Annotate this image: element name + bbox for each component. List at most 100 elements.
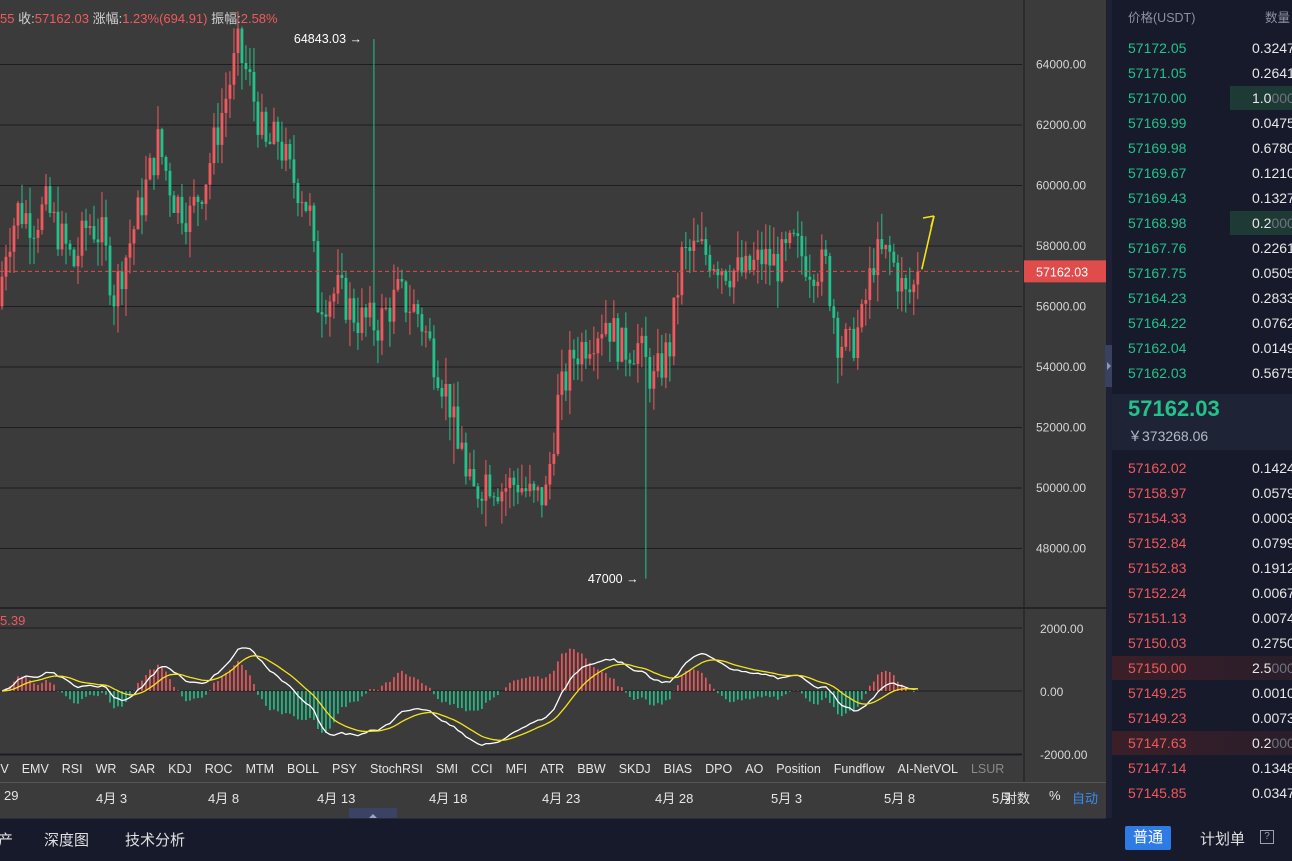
indicator-tab-atr[interactable]: ATR: [540, 762, 565, 776]
candle-body: [20, 203, 24, 224]
candle-body: [852, 328, 856, 359]
indicator-tab-ao[interactable]: AO: [745, 762, 764, 776]
order-qty: 0.0347: [1252, 785, 1292, 801]
price-axis-label: 54000.00: [1036, 360, 1086, 374]
auto-scale-toggle[interactable]: 自动: [1072, 791, 1099, 806]
ask-row[interactable]: 57168.98 0.2000: [1112, 211, 1292, 235]
candlestick-chart[interactable]: 64000.00 62000.00 60000.00 58000.00 56000.00…: [0, 0, 1106, 782]
indicator-tab-roc[interactable]: ROC: [204, 762, 233, 776]
bid-row[interactable]: 57147.14 0.1348: [1112, 756, 1292, 780]
ask-row[interactable]: 57169.98 0.6780: [1112, 136, 1292, 160]
bid-row[interactable]: 57150.00 2.5000: [1112, 656, 1292, 680]
order-qty: 0.0762: [1252, 315, 1292, 331]
indicator-tab-boll[interactable]: BOLL: [287, 762, 319, 776]
panel-resize-handle[interactable]: [349, 808, 397, 819]
indicator-tab-mtm[interactable]: MTM: [245, 762, 275, 776]
candle-body: [76, 255, 80, 267]
ask-row[interactable]: 57170.00 1.0000: [1112, 86, 1292, 110]
candle-body: [352, 298, 356, 323]
indicator-tab-bbw[interactable]: BBW: [577, 762, 606, 776]
plan-order-tab[interactable]: 计划单: [1200, 831, 1246, 848]
indicator-bar: BV EMV RSI WR SAR KDJ ROC MTM BOLL PSY StochRSI SMI…: [0, 758, 1022, 780]
candle-body: [808, 276, 812, 280]
ask-row[interactable]: 57162.04 0.0149: [1112, 336, 1292, 360]
order-qty: 0.3247: [1252, 40, 1292, 56]
bid-row[interactable]: 57149.25 0.0010: [1112, 681, 1292, 705]
chart-panel[interactable]: 64000.00 62000.00 60000.00 58000.00 56000.00…: [0, 0, 1106, 818]
candle-body: [616, 318, 620, 362]
bid-row[interactable]: 57152.83 0.1912: [1112, 556, 1292, 580]
bid-row[interactable]: 57158.97 0.0579: [1112, 481, 1292, 505]
order-qty: 0.1327: [1252, 190, 1292, 206]
candle-body: [404, 281, 408, 313]
log-scale-toggle[interactable]: 对数: [1004, 791, 1031, 806]
bid-row[interactable]: 57149.23 0.0073: [1112, 706, 1292, 730]
ask-row[interactable]: 57164.22 0.0762: [1112, 311, 1292, 335]
last-price: 57162.03: [1128, 396, 1220, 421]
bid-row[interactable]: 57150.03 0.2750: [1112, 631, 1292, 655]
indicator-tab-rsi[interactable]: RSI: [61, 762, 83, 776]
indicator-tab-fundflow[interactable]: Fundflow: [833, 762, 885, 776]
date-label: 5月 8: [884, 791, 916, 806]
ask-row[interactable]: 57164.23 0.2833: [1112, 286, 1292, 310]
ask-row[interactable]: 57172.05 0.3247: [1112, 36, 1292, 60]
macd-dif-line: [1, 647, 918, 746]
indicator-tab-psy[interactable]: PSY: [332, 762, 358, 776]
order-price: 57150.00: [1128, 660, 1187, 676]
order-qty: 0.5675: [1252, 365, 1292, 381]
date-label: 4月 3: [96, 791, 128, 806]
order-qty: 0.0475: [1252, 115, 1292, 131]
indicator-tab-lsur[interactable]: LSUR: [970, 762, 1005, 776]
candle-body: [324, 314, 328, 317]
ask-row[interactable]: 57167.75 0.0505: [1112, 261, 1292, 285]
indicator-tab-mfi[interactable]: MFI: [505, 762, 528, 776]
ask-row[interactable]: 57169.99 0.0475: [1112, 111, 1292, 135]
help-icon[interactable]: ?: [1260, 830, 1274, 844]
indicator-tab-skdj[interactable]: SKDJ: [618, 762, 651, 776]
candle-body: [824, 249, 828, 257]
candle-body: [328, 301, 332, 317]
current-price-tag: [1024, 260, 1106, 283]
indicator-tab-position[interactable]: Position: [776, 762, 821, 776]
tab-depth-chart[interactable]: 深度图: [44, 832, 90, 849]
percent-scale-toggle[interactable]: %: [1049, 788, 1061, 803]
normal-order-button[interactable]: 普通: [1125, 826, 1171, 850]
order-price: 57170.00: [1128, 90, 1187, 106]
candle-body: [620, 327, 624, 362]
bid-row[interactable]: 57151.13 0.0074: [1112, 606, 1292, 630]
ask-row[interactable]: 57162.03 0.5675: [1112, 361, 1292, 385]
candle-body: [192, 196, 196, 206]
ask-row[interactable]: 57169.43 0.1327: [1112, 186, 1292, 210]
indicator-tab-emv[interactable]: EMV: [21, 762, 49, 776]
candle-body: [872, 268, 876, 276]
bid-row[interactable]: 57147.63 0.2000: [1112, 731, 1292, 755]
ask-row[interactable]: 57171.05 0.2641: [1112, 61, 1292, 85]
indicator-tab-smi[interactable]: SMI: [435, 762, 459, 776]
candle-body: [660, 353, 664, 378]
bid-row[interactable]: 57145.85 0.0347: [1112, 781, 1292, 805]
indicator-tab-bv[interactable]: BV: [0, 762, 9, 776]
ask-row[interactable]: 57167.76 0.2261: [1112, 236, 1292, 260]
indicator-tab-sar[interactable]: SAR: [129, 762, 156, 776]
indicator-tab-bias[interactable]: BIAS: [663, 762, 693, 776]
indicator-tab-cci[interactable]: CCI: [471, 762, 493, 776]
candle-body: [288, 144, 292, 160]
candle-body: [184, 223, 188, 233]
indicator-tab-stochrsi[interactable]: StochRSI: [370, 762, 423, 776]
candle-body: [128, 243, 132, 258]
tab-technical-analysis[interactable]: 技术分析: [125, 832, 186, 849]
ask-row[interactable]: 57169.67 0.1210: [1112, 161, 1292, 185]
bid-row[interactable]: 57162.02 0.1424: [1112, 456, 1292, 480]
collapse-orderbook-button[interactable]: [1105, 345, 1113, 387]
price-axis-label: 64000.00: [1036, 58, 1086, 72]
indicator-tab-wr[interactable]: WR: [95, 762, 117, 776]
candle-body: [176, 196, 180, 213]
tab-assets[interactable]: 产: [0, 832, 14, 849]
indicator-tab-ai-netvol[interactable]: AI-NetVOL: [897, 762, 958, 776]
bid-row[interactable]: 57152.84 0.0799: [1112, 531, 1292, 555]
bid-row[interactable]: 57152.24 0.0067: [1112, 581, 1292, 605]
indicator-tab-kdj[interactable]: KDJ: [168, 762, 192, 776]
indicator-tab-dpo[interactable]: DPO: [705, 762, 733, 776]
bid-row[interactable]: 57154.33 0.0003: [1112, 506, 1292, 530]
order-qty: 0.0003: [1252, 510, 1292, 526]
